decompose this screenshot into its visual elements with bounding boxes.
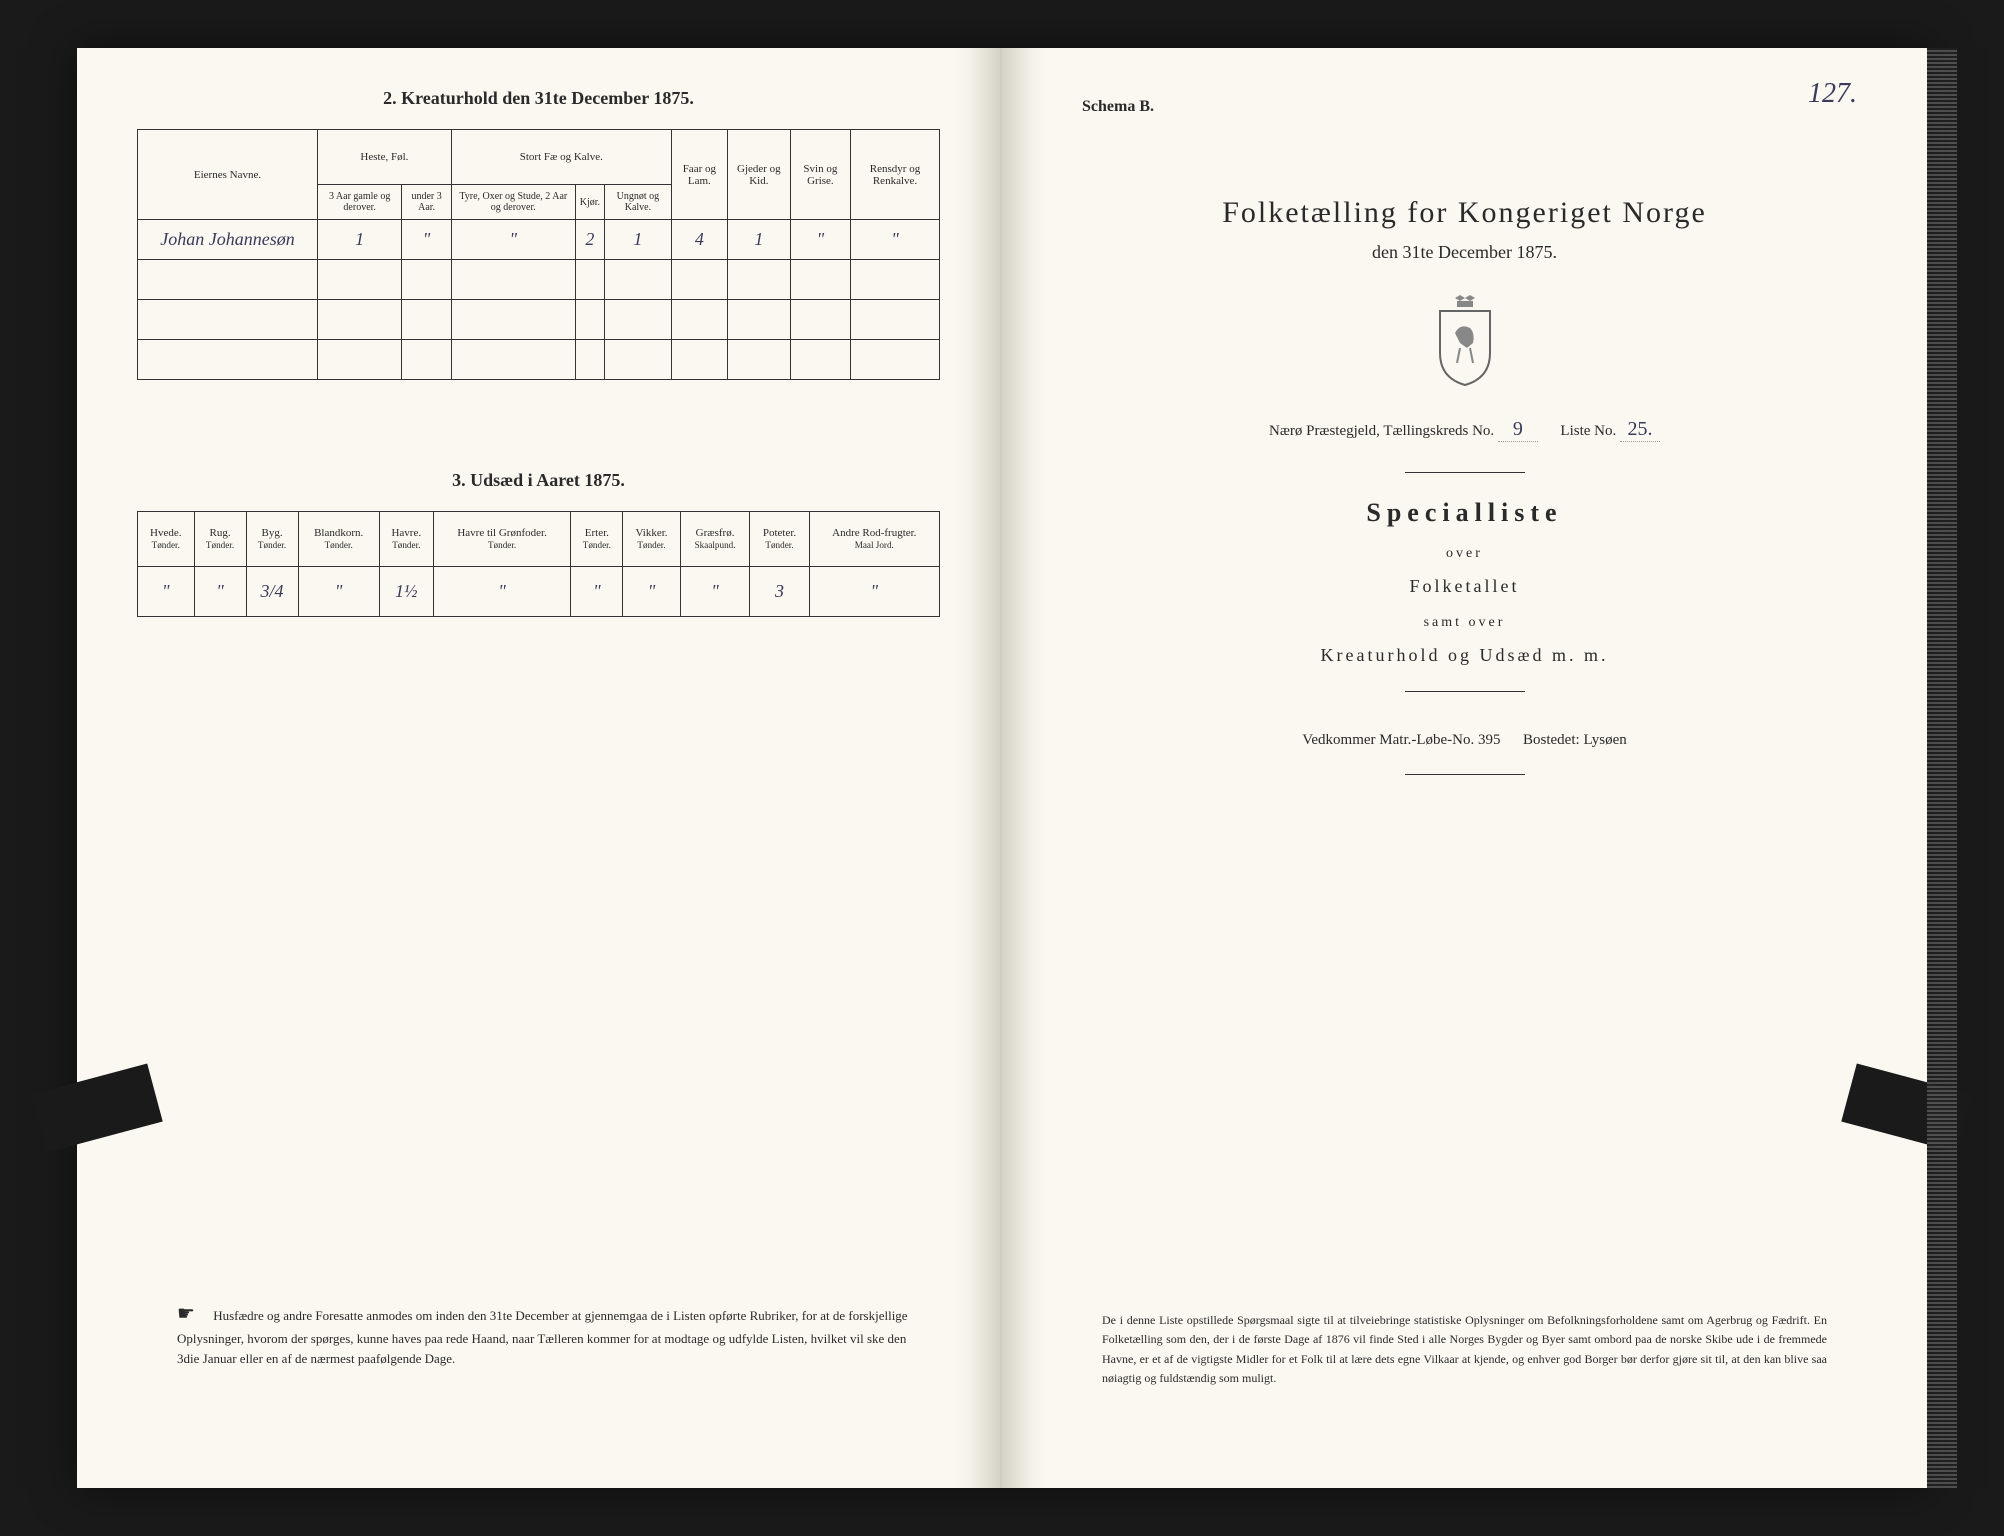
th-wheat: Hvede.Tønder. — [138, 512, 195, 567]
book-edge — [1927, 48, 1957, 1488]
th-rye: Rug.Tønder. — [194, 512, 246, 567]
title-page-content: Folketælling for Kongeriget Norge den 31… — [1062, 116, 1867, 840]
divider — [1405, 472, 1525, 473]
cell-grass: " — [680, 567, 750, 617]
th-vetch: Vikker.Tønder. — [623, 512, 680, 567]
section2-title: 2. Kreaturhold den 31te December 1875. — [137, 88, 940, 109]
table-row: Johan Johannesøn 1 " " 2 1 4 1 " " — [138, 220, 940, 260]
cell-barley: 3/4 — [246, 567, 298, 617]
cell-rye: " — [194, 567, 246, 617]
th-horses-sub1: 3 Aar gamle og derover. — [318, 185, 402, 220]
th-roots: Andre Rod-frugter.Maal Jord. — [809, 512, 939, 567]
cell-sheep: 4 — [671, 220, 727, 260]
cell-cattle2: 2 — [575, 220, 604, 260]
book-spread: 2. Kreaturhold den 31te December 1875. E… — [77, 48, 1927, 1488]
cell-wheat: " — [138, 567, 195, 617]
cell-horses2: " — [402, 220, 451, 260]
cell-horses1: 1 — [318, 220, 402, 260]
subtitle: den 31te December 1875. — [1122, 242, 1807, 263]
th-peas: Erter.Tønder. — [571, 512, 623, 567]
cell-owner: Johan Johannesøn — [138, 220, 318, 260]
page-number: 127. — [1808, 78, 1857, 110]
th-horses-sub2: under 3 Aar. — [402, 185, 451, 220]
cell-pigs: " — [790, 220, 850, 260]
matr-line: Vedkommer Matr.-Løbe-No. 395 Bostedet: L… — [1122, 732, 1807, 749]
th-sheep: Faar og Lam. — [671, 130, 727, 220]
th-horses: Heste, Føl. — [318, 130, 452, 185]
divider — [1405, 691, 1525, 692]
th-owner: Eiernes Navne. — [138, 130, 318, 220]
divider — [1405, 774, 1525, 775]
cell-cattle1: " — [451, 220, 575, 260]
left-page: 2. Kreaturhold den 31te December 1875. E… — [77, 48, 1002, 1488]
th-barley: Byg.Tønder. — [246, 512, 298, 567]
cell-roots: " — [809, 567, 939, 617]
th-goats: Gjeder og Kid. — [727, 130, 790, 220]
th-cattle-sub1: Tyre, Oxer og Stude, 2 Aar og derover. — [451, 185, 575, 220]
livestock-table: Eiernes Navne. Heste, Føl. Stort Fæ og K… — [137, 129, 940, 380]
table-row: " " 3/4 " 1½ " " " " 3 " — [138, 567, 940, 617]
table-row — [138, 260, 940, 300]
right-footer-note: De i denne Liste opstillede Spørgsmaal s… — [1102, 1311, 1827, 1388]
cell-vetch: " — [623, 567, 680, 617]
th-pigs: Svin og Grise. — [790, 130, 850, 220]
cell-potato: 3 — [750, 567, 809, 617]
th-grass: Græsfrø.Skaalpund. — [680, 512, 750, 567]
coat-of-arms-icon — [1425, 293, 1505, 388]
cell-goats: 1 — [727, 220, 790, 260]
section3-title: 3. Udsæd i Aaret 1875. — [137, 470, 940, 491]
th-potato: Poteter.Tønder. — [750, 512, 809, 567]
th-mixed: Blandkorn.Tønder. — [298, 512, 379, 567]
spec-kreatur: Kreaturhold og Udsæd m. m. — [1122, 645, 1807, 666]
th-oats: Havre.Tønder. — [379, 512, 433, 567]
table-row — [138, 340, 940, 380]
spec-over: over — [1122, 546, 1807, 562]
cell-reindeer: " — [850, 220, 939, 260]
cell-oats-fodder: " — [433, 567, 571, 617]
seed-table: Hvede.Tønder. Rug.Tønder. Byg.Tønder. Bl… — [137, 511, 940, 617]
th-cattle: Stort Fæ og Kalve. — [451, 130, 671, 185]
parish-line: Nærø Præstegjeld, Tællingskreds No. 9 Li… — [1122, 418, 1807, 442]
pointing-hand-icon: ☛ — [177, 1299, 195, 1329]
spec-samt: samt over — [1122, 615, 1807, 631]
main-title: Folketælling for Kongeriget Norge — [1122, 196, 1807, 230]
cell-cattle3: 1 — [605, 220, 672, 260]
right-page: 127. Schema B. Folketælling for Kongerig… — [1002, 48, 1927, 1488]
cell-mixed: " — [298, 567, 379, 617]
spec-title: Specialliste — [1122, 498, 1807, 528]
th-cattle-sub3: Ungnøt og Kalve. — [605, 185, 672, 220]
left-footer-note: ☛ Husfædre og andre Foresatte anmodes om… — [177, 1299, 920, 1368]
archive-clip-left — [31, 1063, 162, 1152]
th-oats-fodder: Havre til Grønfoder.Tønder. — [433, 512, 571, 567]
schema-label: Schema B. — [1082, 98, 1867, 116]
table-row — [138, 300, 940, 340]
cell-oats: 1½ — [379, 567, 433, 617]
th-cattle-sub2: Kjør. — [575, 185, 604, 220]
th-reindeer: Rensdyr og Renkalve. — [850, 130, 939, 220]
cell-peas: " — [571, 567, 623, 617]
spec-folketallet: Folketallet — [1122, 576, 1807, 597]
